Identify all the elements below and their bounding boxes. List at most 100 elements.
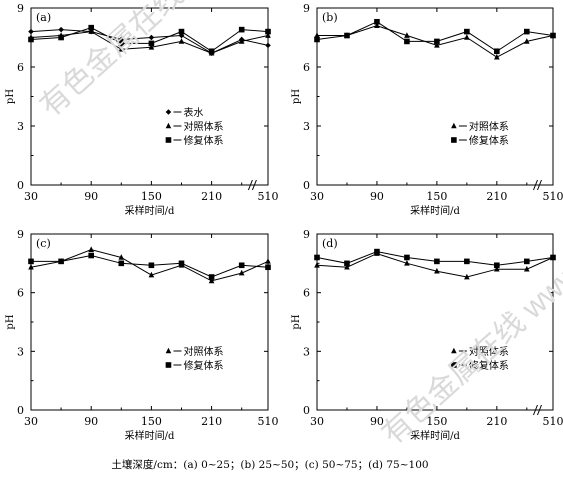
x-tick-label: 510: [258, 415, 279, 428]
data-point: [451, 362, 457, 368]
x-tick-label: 30: [24, 190, 38, 203]
legend-label: 对照体系: [469, 345, 509, 358]
y-tick-label: 9: [303, 228, 310, 241]
y-axis-title: pH: [5, 314, 16, 329]
data-point: [524, 29, 530, 35]
data-point: [149, 41, 155, 47]
legend-label: 修复体系: [469, 134, 509, 147]
y-axis-title: pH: [5, 89, 16, 104]
data-point: [179, 29, 185, 35]
panel-label: (d): [322, 237, 338, 250]
x-tick-label: 90: [84, 415, 98, 428]
x-tick-label: 150: [426, 190, 447, 203]
x-tick-label: 210: [486, 190, 507, 203]
legend-label: 修复体系: [469, 359, 509, 372]
x-tick-label: 90: [84, 190, 98, 203]
data-point: [344, 261, 350, 267]
x-axis-title: 采样时间/d: [410, 429, 460, 442]
legend-label: 对照体系: [183, 345, 223, 358]
y-tick-label: 3: [17, 120, 24, 133]
y-tick-label: 0: [17, 404, 24, 417]
data-point: [239, 262, 245, 268]
data-point: [88, 25, 94, 31]
y-axis-title: pH: [291, 89, 302, 104]
data-point: [550, 255, 556, 261]
x-axis-title: 采样时间/d: [125, 204, 175, 217]
x-axis-title: 采样时间/d: [410, 204, 460, 217]
data-point: [166, 362, 172, 368]
data-point: [209, 48, 215, 54]
data-point: [494, 48, 500, 54]
data-point: [494, 262, 500, 268]
legend-label: 修复体系: [183, 134, 223, 147]
x-tick-label: 90: [370, 190, 384, 203]
panel-label: (a): [36, 11, 51, 24]
data-point: [118, 261, 124, 267]
panel-label: (b): [322, 11, 338, 24]
y-tick-label: 3: [17, 345, 24, 358]
x-tick-label: 150: [426, 415, 447, 428]
x-tick-label: 30: [310, 190, 324, 203]
y-tick-label: 9: [17, 228, 24, 241]
y-axis-title: pH: [291, 314, 302, 329]
x-tick-label: 510: [258, 190, 279, 203]
x-tick-label: 30: [310, 415, 324, 428]
data-point: [265, 29, 271, 35]
data-point: [58, 259, 64, 265]
data-point: [149, 262, 155, 268]
data-point: [374, 19, 380, 25]
x-tick-label: 510: [543, 190, 563, 203]
y-tick-label: 6: [17, 61, 24, 74]
data-point: [434, 259, 440, 265]
data-point: [179, 261, 185, 267]
x-tick-label: 210: [486, 415, 507, 428]
legend-label: 对照体系: [469, 120, 509, 133]
data-point: [209, 274, 215, 280]
data-point: [404, 39, 410, 45]
x-axis-title: 采样时间/d: [125, 429, 175, 442]
data-point: [451, 137, 457, 143]
x-tick-label: 90: [370, 415, 384, 428]
legend-label: 表水: [183, 106, 203, 119]
y-tick-label: 3: [303, 345, 310, 358]
x-tick-label: 510: [543, 415, 563, 428]
y-tick-label: 6: [303, 287, 310, 300]
data-point: [314, 255, 320, 261]
y-tick-label: 9: [17, 2, 24, 15]
x-tick-label: 150: [141, 190, 162, 203]
x-tick-label: 150: [141, 415, 162, 428]
data-point: [464, 29, 470, 35]
data-point: [118, 41, 124, 47]
data-point: [58, 35, 64, 41]
panel-label: (c): [36, 237, 51, 250]
x-tick-label: 210: [201, 190, 222, 203]
data-point: [88, 253, 94, 259]
data-point: [265, 264, 271, 270]
data-point: [314, 37, 320, 43]
data-point: [464, 259, 470, 265]
data-point: [550, 33, 556, 39]
y-tick-label: 6: [303, 61, 310, 74]
x-tick-label: 210: [201, 415, 222, 428]
y-tick-label: 3: [303, 120, 310, 133]
y-tick-label: 0: [303, 404, 310, 417]
data-point: [374, 249, 380, 255]
legend-label: 对照体系: [183, 120, 223, 133]
y-tick-label: 0: [303, 179, 310, 192]
y-tick-label: 9: [303, 2, 310, 15]
y-tick-label: 6: [17, 287, 24, 300]
data-point: [28, 259, 34, 265]
data-point: [524, 259, 530, 265]
data-point: [344, 33, 350, 39]
y-tick-label: 0: [17, 179, 24, 192]
data-point: [434, 39, 440, 45]
data-point: [239, 27, 245, 33]
legend-label: 修复体系: [183, 359, 223, 372]
figure-caption: 土壤深度/cm：(a) 0~25；(b) 25~50；(c) 50~75；(d)…: [111, 458, 428, 471]
data-point: [166, 137, 172, 143]
data-point: [28, 37, 34, 43]
x-tick-label: 30: [24, 415, 38, 428]
data-point: [404, 255, 410, 261]
